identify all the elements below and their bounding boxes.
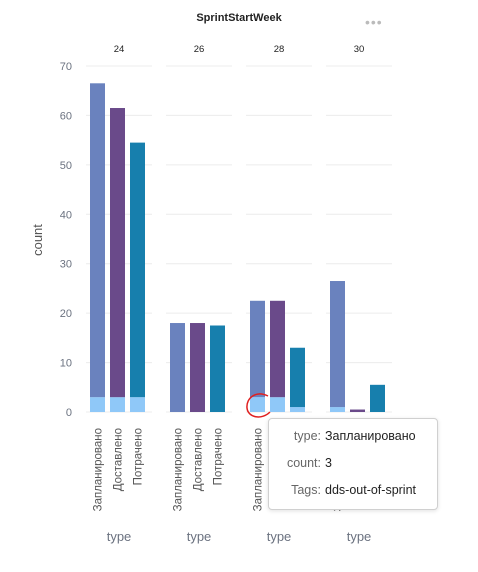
red-circle-annotation: [246, 393, 271, 418]
x-tick-label: Потрачено: [213, 428, 225, 485]
x-axis-label: type: [107, 529, 132, 544]
x-axis-label: type: [267, 529, 292, 544]
bar-segment-planned: [250, 300, 265, 398]
y-tick-label: 40: [60, 209, 72, 221]
y-tick-label: 50: [60, 160, 72, 172]
y-tick-label: 0: [66, 407, 72, 419]
x-tick-label: Запланировано: [253, 428, 265, 511]
y-axis-label: count: [30, 224, 45, 256]
bar-segment-out-of-sprint: [290, 407, 305, 412]
x-tick-label: Доставлено: [113, 428, 125, 491]
chart-title: SprintStartWeek: [196, 12, 282, 24]
bar-segment-delivered: [110, 108, 125, 398]
tooltip-key: count:: [286, 456, 321, 470]
more-options-icon[interactable]: •••: [365, 14, 383, 30]
bar-segment-planned: [90, 83, 105, 398]
facet-label: 26: [194, 44, 205, 55]
bar-segment-planned: [170, 323, 185, 412]
x-tick-label: Запланировано: [173, 428, 185, 511]
facet-label: 28: [274, 44, 285, 55]
y-tick-label: 20: [60, 308, 72, 320]
bar-segment-out-of-sprint: [130, 397, 145, 412]
facet-label: 24: [114, 44, 125, 55]
tooltip-key: type:: [293, 429, 321, 443]
bar-segment-spent: [290, 347, 305, 408]
bar-segment-out-of-sprint: [110, 397, 125, 412]
tooltip-key: Tags:: [291, 483, 321, 497]
tooltip-value: dds-out-of-sprint: [325, 483, 417, 497]
y-tick-label: 60: [60, 110, 72, 122]
tooltip: type: Запланировано count: 3 Tags: dds-o…: [268, 418, 438, 510]
x-tick-label: Запланировано: [93, 428, 105, 511]
x-tick-label: Потрачено: [133, 428, 145, 485]
tooltip-row-count: count: 3: [269, 456, 437, 474]
bar-segment-delivered: [270, 300, 285, 398]
y-tick-label: 30: [60, 259, 72, 271]
bar-segment-out-of-sprint: [270, 397, 285, 412]
bar-segment-spent: [370, 384, 385, 412]
x-axis-label: type: [187, 529, 212, 544]
bar-segment-spent: [130, 142, 145, 398]
tooltip-value: Запланировано: [325, 429, 416, 443]
y-tick-label: 10: [60, 358, 72, 370]
bar-segment-out-of-sprint: [330, 407, 345, 412]
bar-segment-delivered: [350, 409, 365, 412]
bar-segment-planned: [330, 281, 345, 408]
tooltip-row-type: type: Запланировано: [269, 429, 437, 447]
x-tick-label: Доставлено: [193, 428, 205, 491]
y-tick-label: 70: [60, 61, 72, 73]
x-axis-label: type: [347, 529, 372, 544]
facet-label: 30: [354, 44, 365, 55]
bar-segment-out-of-sprint: [250, 397, 265, 412]
bar-segment-spent: [210, 325, 225, 412]
bar-segment-delivered: [190, 323, 205, 412]
tooltip-row-tags: Tags: dds-out-of-sprint: [269, 483, 437, 501]
tooltip-value: 3: [325, 456, 332, 470]
bar-segment-out-of-sprint: [90, 397, 105, 412]
